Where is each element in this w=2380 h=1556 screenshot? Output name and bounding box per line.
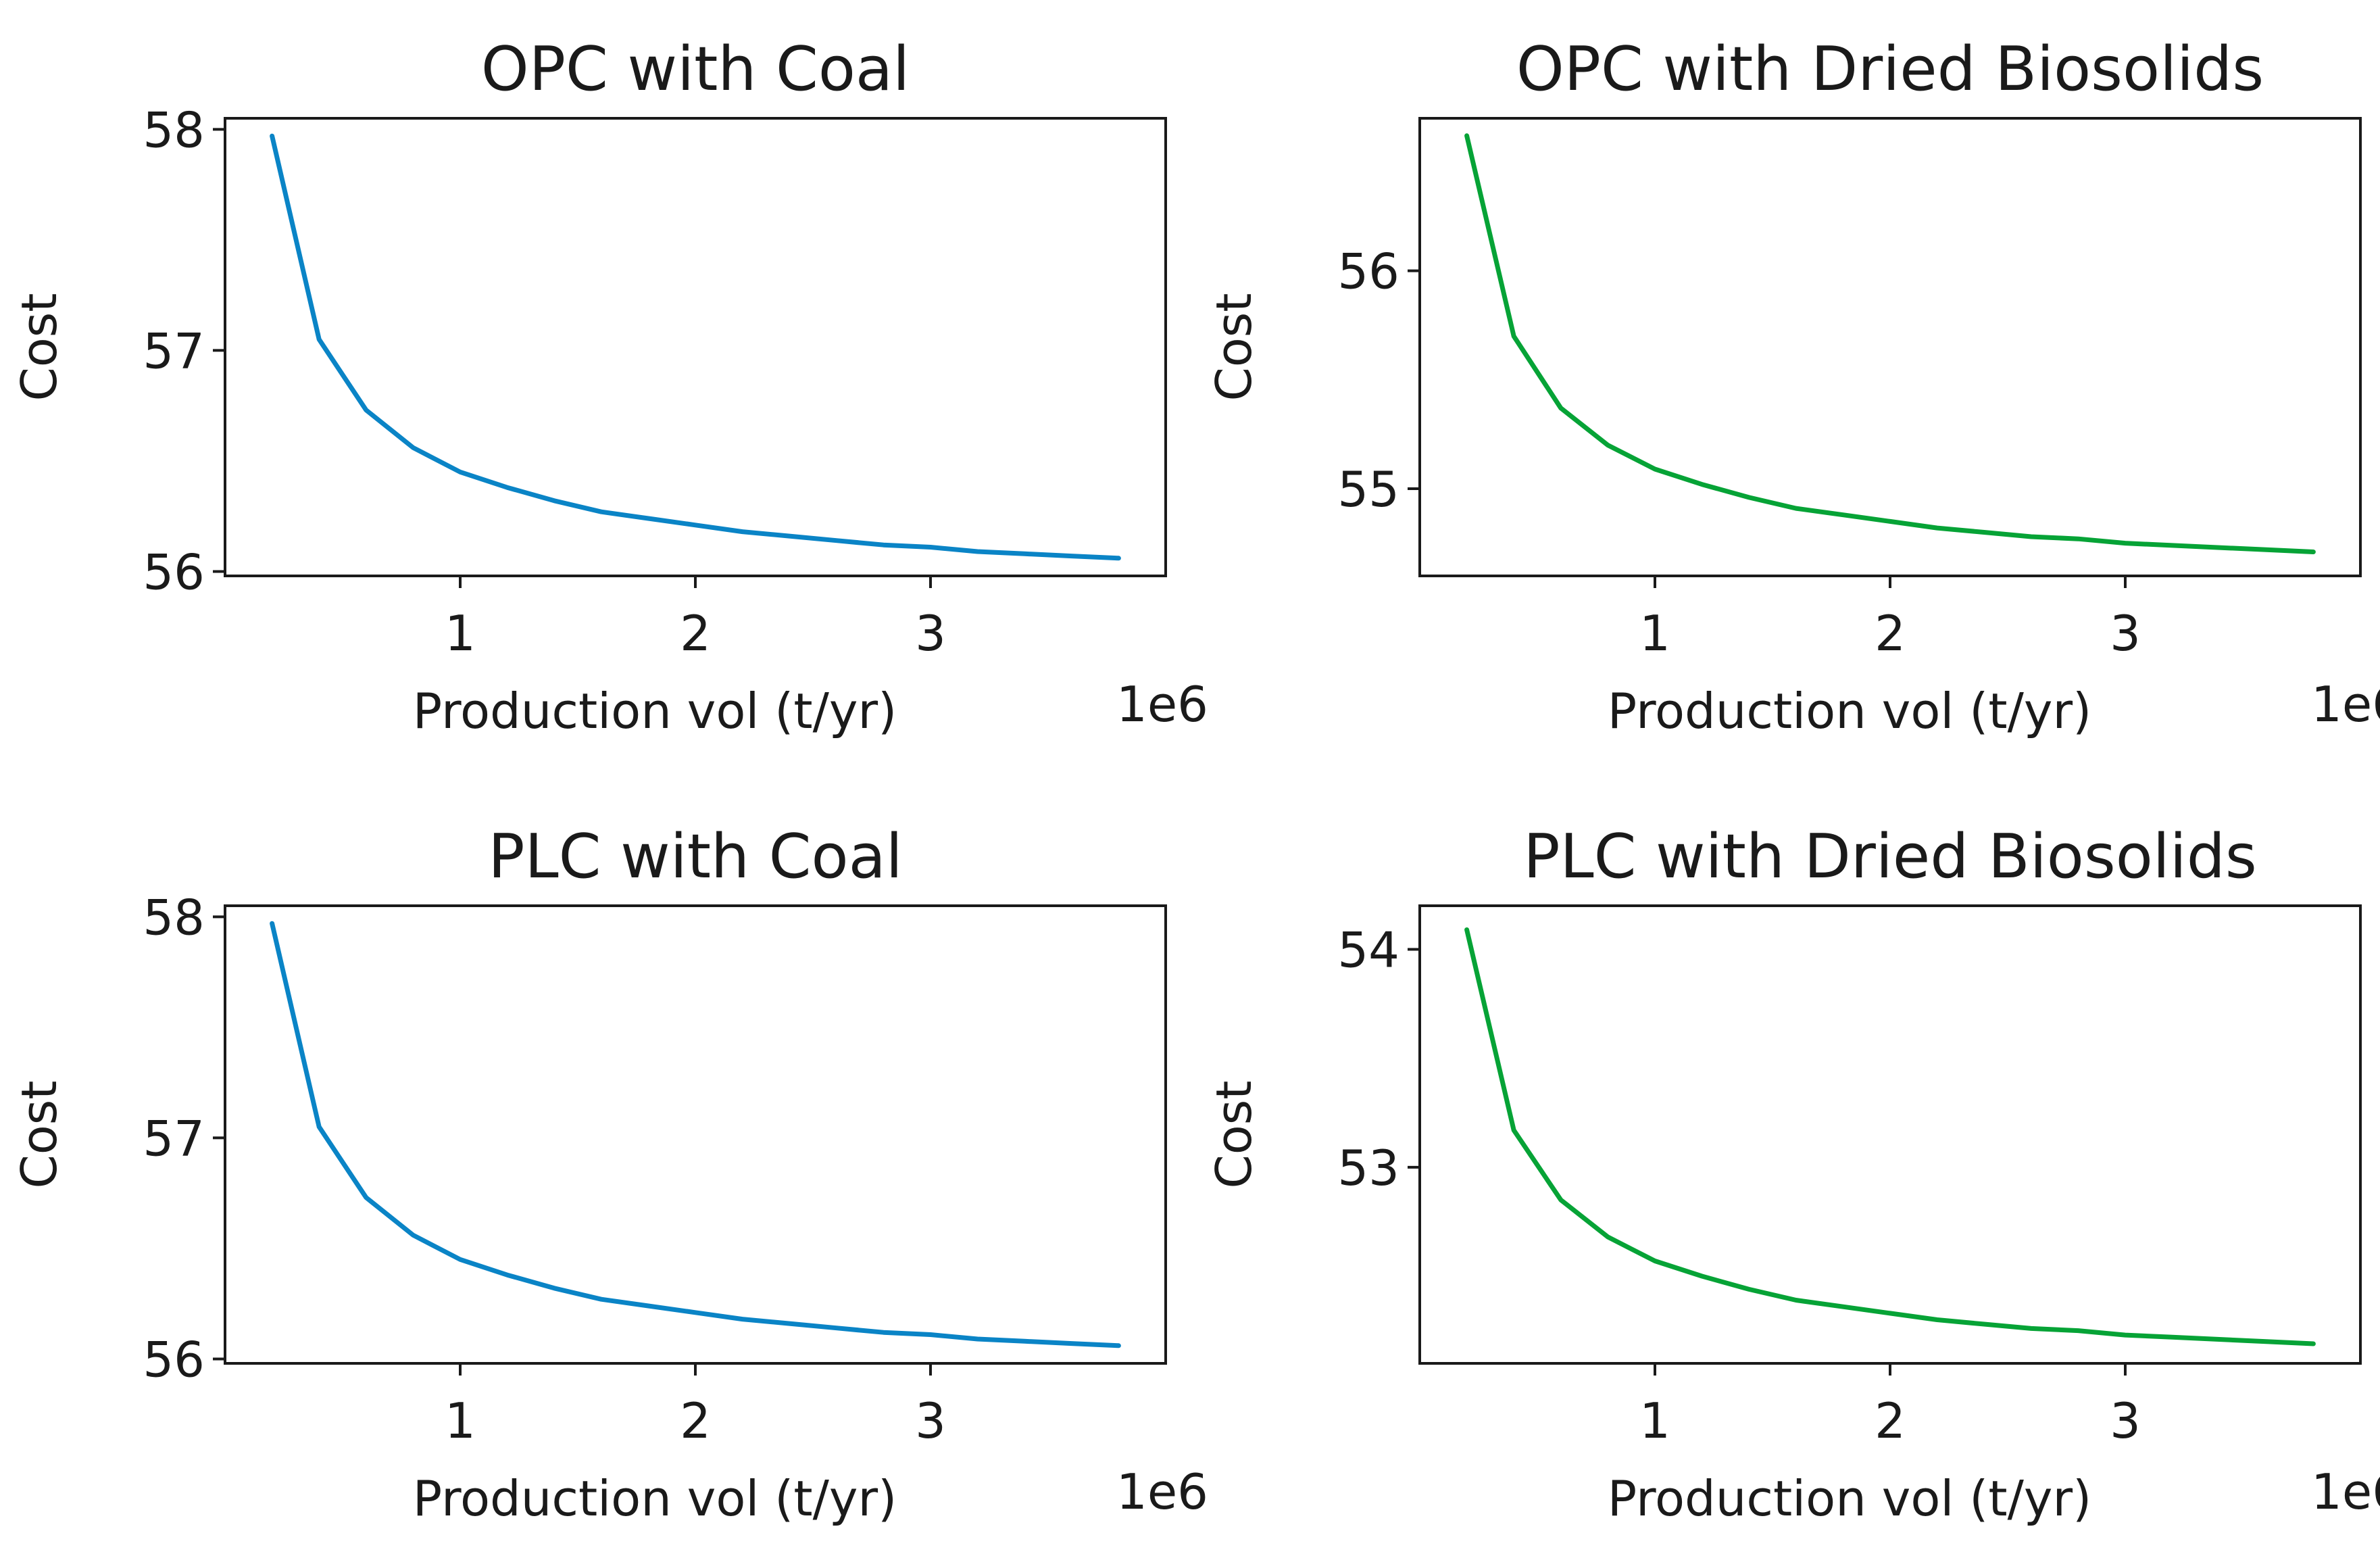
y-tick-label: 58: [143, 101, 205, 158]
subplot-title: OPC with Coal: [481, 34, 910, 105]
y-axis-label: Cost: [11, 1080, 68, 1188]
y-tick-label: 56: [143, 543, 205, 600]
x-tick-label: 3: [2110, 1392, 2141, 1449]
y-axis-label: Cost: [11, 293, 68, 401]
y-tick-label: 55: [1337, 461, 1399, 518]
x-tick-label: 1: [1639, 1392, 1670, 1449]
axes-frame: [224, 904, 1167, 1365]
x-tick-label: 2: [1875, 605, 1906, 662]
x-tick-label: 2: [680, 605, 711, 662]
x-offset-label: 1e6: [1116, 1463, 1208, 1520]
y-tick-label: 56: [1337, 243, 1399, 300]
axes-frame: [1418, 904, 2362, 1365]
x-tick-label: 3: [915, 605, 946, 662]
x-tick-label: 3: [915, 1392, 946, 1449]
x-tick-label: 2: [680, 1392, 711, 1449]
x-tick-label: 1: [445, 1392, 476, 1449]
x-offset-label: 1e6: [2311, 1463, 2380, 1520]
y-tick-label: 58: [143, 889, 205, 946]
cost-series-line: [1464, 133, 2316, 554]
x-tick-label: 2: [1875, 1392, 1906, 1449]
x-offset-label: 1e6: [1116, 676, 1208, 733]
axes-frame: [1418, 117, 2362, 577]
subplot-title: PLC with Dried Biosolids: [1523, 821, 2257, 892]
subplot-3: PLC with Coal 1 2 3 56 57 58 Production vol (t/…: [11, 821, 1208, 1527]
x-tick-label: 3: [2110, 605, 2141, 662]
x-tick-label: 1: [445, 605, 476, 662]
y-tick-label: 54: [1337, 921, 1399, 978]
y-axis-label: Cost: [1206, 1080, 1262, 1188]
x-offset-label: 1e6: [2311, 676, 2380, 733]
y-axis-label: Cost: [1206, 293, 1262, 401]
y-tick-label: 57: [143, 322, 205, 379]
x-tick-label: 1: [1639, 605, 1670, 662]
axes-frame: [224, 117, 1167, 577]
x-axis-label: Production vol (t/yr): [1608, 683, 2091, 739]
y-tick-label: 53: [1337, 1140, 1399, 1196]
subplot-1: OPC with Coal 1 2 3 56 57 58 Production vol (t/…: [11, 34, 1208, 739]
x-axis-label: Production vol (t/yr): [413, 1470, 897, 1527]
cost-series-line: [1464, 927, 2316, 1346]
subplot-title: OPC with Dried Biosolids: [1516, 34, 2264, 105]
subplot-4: PLC with Dried Biosolids 1 2 3 53 54 Productio…: [1206, 821, 2380, 1527]
subplot-title: PLC with Coal: [488, 821, 902, 892]
cost-series-line: [270, 921, 1121, 1348]
y-tick-label: 56: [143, 1331, 205, 1388]
x-axis-label: Production vol (t/yr): [413, 683, 897, 739]
x-axis-label: Production vol (t/yr): [1608, 1470, 2091, 1527]
subplot-2: OPC with Dried Biosolids 1 2 3 55 56 Productio…: [1206, 34, 2380, 739]
y-tick-label: 57: [143, 1110, 205, 1167]
cost-series-line: [270, 133, 1121, 561]
